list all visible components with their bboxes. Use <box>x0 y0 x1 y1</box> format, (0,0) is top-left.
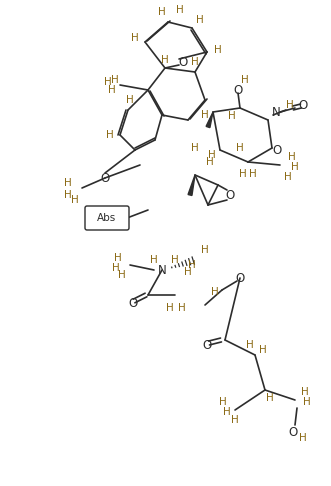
FancyBboxPatch shape <box>85 206 129 230</box>
Text: H: H <box>118 270 126 280</box>
Text: N: N <box>158 263 166 277</box>
Text: H: H <box>171 255 179 265</box>
Polygon shape <box>188 175 195 195</box>
Text: O: O <box>233 84 243 97</box>
Text: H: H <box>166 303 174 313</box>
Text: H: H <box>208 150 216 160</box>
Text: H: H <box>211 287 219 297</box>
Text: H: H <box>219 397 227 407</box>
Text: O: O <box>298 99 307 111</box>
Text: H: H <box>201 110 209 120</box>
Text: O: O <box>225 189 235 202</box>
Text: O: O <box>202 339 212 351</box>
Text: Abs: Abs <box>97 213 117 223</box>
Text: H: H <box>158 7 166 17</box>
Text: H: H <box>303 397 311 407</box>
Text: H: H <box>184 267 192 277</box>
Text: O: O <box>100 172 110 185</box>
Text: H: H <box>188 260 196 270</box>
Text: H: H <box>223 407 231 417</box>
Text: H: H <box>266 393 274 403</box>
Text: H: H <box>112 263 120 273</box>
Text: H: H <box>191 143 199 153</box>
Text: O: O <box>272 143 282 156</box>
Text: H: H <box>241 75 249 85</box>
Text: H: H <box>64 178 72 188</box>
Text: H: H <box>301 387 309 397</box>
Text: H: H <box>161 55 169 65</box>
Text: H: H <box>131 33 139 43</box>
Text: H: H <box>286 100 294 110</box>
Polygon shape <box>206 112 213 128</box>
Text: O: O <box>178 55 188 69</box>
Text: H: H <box>259 345 267 355</box>
Text: H: H <box>228 111 236 121</box>
Text: H: H <box>71 195 79 205</box>
Text: H: H <box>104 77 112 87</box>
Text: H: H <box>284 172 292 182</box>
Text: H: H <box>178 303 186 313</box>
Text: O: O <box>128 296 138 310</box>
Text: H: H <box>108 85 116 95</box>
Text: H: H <box>150 255 158 265</box>
Text: H: H <box>111 75 119 85</box>
Text: N: N <box>272 105 280 119</box>
Text: H: H <box>176 5 184 15</box>
Text: H: H <box>191 57 199 67</box>
Text: H: H <box>196 15 204 25</box>
Text: H: H <box>126 95 134 105</box>
Text: O: O <box>235 272 245 284</box>
Text: H: H <box>206 157 214 167</box>
Text: H: H <box>288 152 296 162</box>
Text: H: H <box>231 415 239 425</box>
Text: O: O <box>288 426 298 438</box>
Text: H: H <box>114 253 122 263</box>
Text: H: H <box>249 169 257 179</box>
Text: H: H <box>291 162 299 172</box>
Text: H: H <box>201 245 209 255</box>
Text: H: H <box>246 340 254 350</box>
Text: H: H <box>214 45 222 55</box>
Text: H: H <box>106 130 114 140</box>
Text: H: H <box>299 433 307 443</box>
Text: H: H <box>236 143 244 153</box>
Text: H: H <box>64 190 72 200</box>
Text: H: H <box>239 169 247 179</box>
